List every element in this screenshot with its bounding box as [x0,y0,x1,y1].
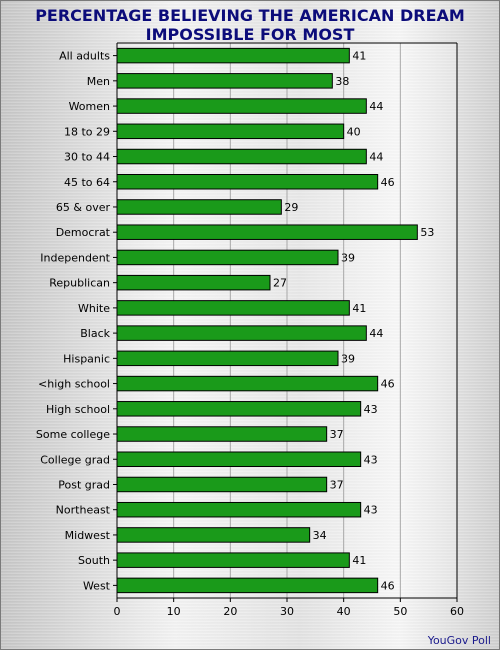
value-label-0: 41 [352,50,366,63]
category-label-14: High school [46,403,110,416]
category-label-2: Women [69,100,110,113]
value-label-11: 44 [369,327,383,340]
category-label-5: 45 to 64 [64,176,110,189]
category-label-21: West [83,579,111,592]
x-tick-label-3: 30 [280,605,294,618]
source-note: YouGov Poll [427,634,491,647]
bar-14 [116,401,362,417]
category-label-10: White [78,302,110,315]
x-tick-label-4: 40 [337,605,351,618]
category-label-11: Black [80,327,110,340]
value-label-1: 38 [335,75,349,88]
value-label-5: 46 [381,176,395,189]
bar-2 [116,98,367,114]
bar-12 [116,350,339,367]
bar-19 [116,527,311,543]
category-label-19: Midwest [65,529,111,542]
category-label-0: All adults [59,50,110,63]
bar-11 [116,325,367,341]
value-label-16: 43 [364,453,378,466]
category-label-12: Hispanic [63,352,110,365]
value-label-15: 37 [330,428,344,441]
value-label-2: 44 [369,100,383,113]
value-label-6: 29 [284,201,298,214]
bar-7 [116,224,418,240]
bar-5 [116,174,379,190]
bar-8 [116,249,339,266]
category-label-1: Men [87,75,110,88]
bar-9 [116,274,271,291]
x-tick-label-5: 50 [393,605,407,618]
value-label-18: 43 [364,504,378,517]
bar-6 [116,199,282,215]
chart-title: PERCENTAGE BELIEVING THE AMERICAN DREAM … [1,6,499,44]
value-label-3: 40 [347,125,361,138]
value-label-14: 43 [364,403,378,416]
bar-16 [116,451,362,467]
category-label-6: 65 & over [56,201,111,214]
value-label-7: 53 [420,226,434,239]
category-label-9: Republican [49,277,110,290]
bar-18 [116,501,362,518]
category-label-13: <high school [38,378,110,391]
x-tick-label-2: 20 [223,605,237,618]
bar-4 [116,148,367,165]
x-tick-label-1: 10 [167,605,181,618]
value-label-20: 41 [352,554,366,567]
category-label-4: 30 to 44 [64,151,110,164]
value-label-8: 39 [341,251,355,264]
category-label-3: 18 to 29 [64,125,110,138]
bar-15 [116,426,328,442]
value-label-17: 37 [330,478,344,491]
bar-13 [116,375,379,392]
bar-17 [116,476,328,493]
bar-3 [116,123,345,140]
category-label-17: Post grad [58,478,110,491]
bar-1 [116,73,333,89]
category-label-16: College grad [40,453,110,466]
bar-20 [116,552,350,568]
value-label-10: 41 [352,302,366,315]
value-label-13: 46 [381,378,395,391]
category-label-20: South [78,554,110,567]
category-label-7: Democrat [56,226,111,239]
category-label-8: Independent [40,251,110,264]
x-tick-label-6: 60 [450,605,464,618]
bar-0 [116,47,350,64]
category-label-15: Some college [36,428,110,441]
value-label-9: 27 [273,277,287,290]
value-label-4: 44 [369,151,383,164]
value-label-21: 46 [381,579,395,592]
value-label-12: 39 [341,352,355,365]
category-label-18: Northeast [56,504,111,517]
bar-10 [116,300,350,316]
value-label-19: 34 [313,529,327,542]
chart-title-line-1: PERCENTAGE BELIEVING THE AMERICAN DREAM [35,6,465,25]
bar-21 [116,577,379,594]
chart-title-line-2: IMPOSSIBLE FOR MOST [145,25,355,44]
x-tick-label-0: 0 [114,605,121,618]
